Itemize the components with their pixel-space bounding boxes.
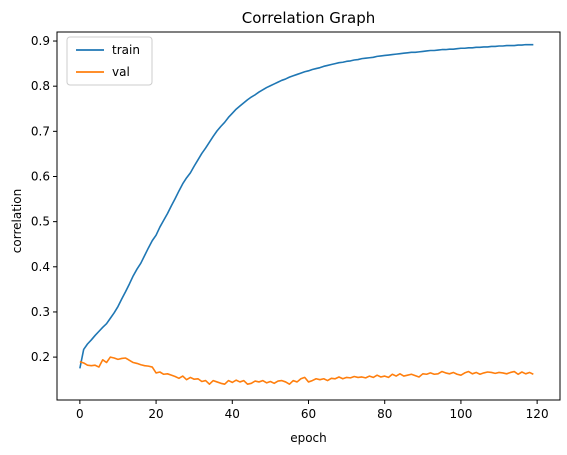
- y-tick-label: 0.8: [31, 79, 50, 93]
- axes-frame: [56, 31, 561, 401]
- y-axis-label: correlation: [10, 189, 24, 253]
- y-tick-label: 0.6: [31, 169, 50, 183]
- y-tick-label: 0.2: [31, 350, 50, 364]
- legend-label-train: train: [112, 43, 140, 57]
- x-tick-label: 40: [225, 407, 240, 421]
- y-tick-label: 0.9: [31, 34, 50, 48]
- x-tick-label: 100: [449, 407, 472, 421]
- legend-label-val: val: [112, 65, 130, 79]
- y-tick-label: 0.3: [31, 305, 50, 319]
- x-axis-label: epoch: [290, 431, 327, 445]
- y-tick-label: 0.5: [31, 215, 50, 229]
- y-tick-label: 0.7: [31, 124, 50, 138]
- legend-box: [66, 36, 153, 86]
- x-tick-label: 20: [148, 407, 163, 421]
- x-tick-label: 60: [301, 407, 316, 421]
- x-tick-label: 120: [526, 407, 549, 421]
- plot-area: [79, 43, 534, 386]
- y-tick-label: 0.4: [31, 260, 50, 274]
- series-line-val: [79, 356, 534, 386]
- legend: train val: [66, 36, 153, 86]
- chart-title: Correlation Graph: [242, 9, 376, 27]
- axis-ticks: 0 20 40 60 80 100 120 0.2 0.3 0.4 0.5 0.6 0.7 0.8 0.9: [31, 34, 549, 421]
- x-tick-label: 80: [377, 407, 392, 421]
- x-tick-label: 0: [76, 407, 84, 421]
- series-line-train: [79, 43, 534, 369]
